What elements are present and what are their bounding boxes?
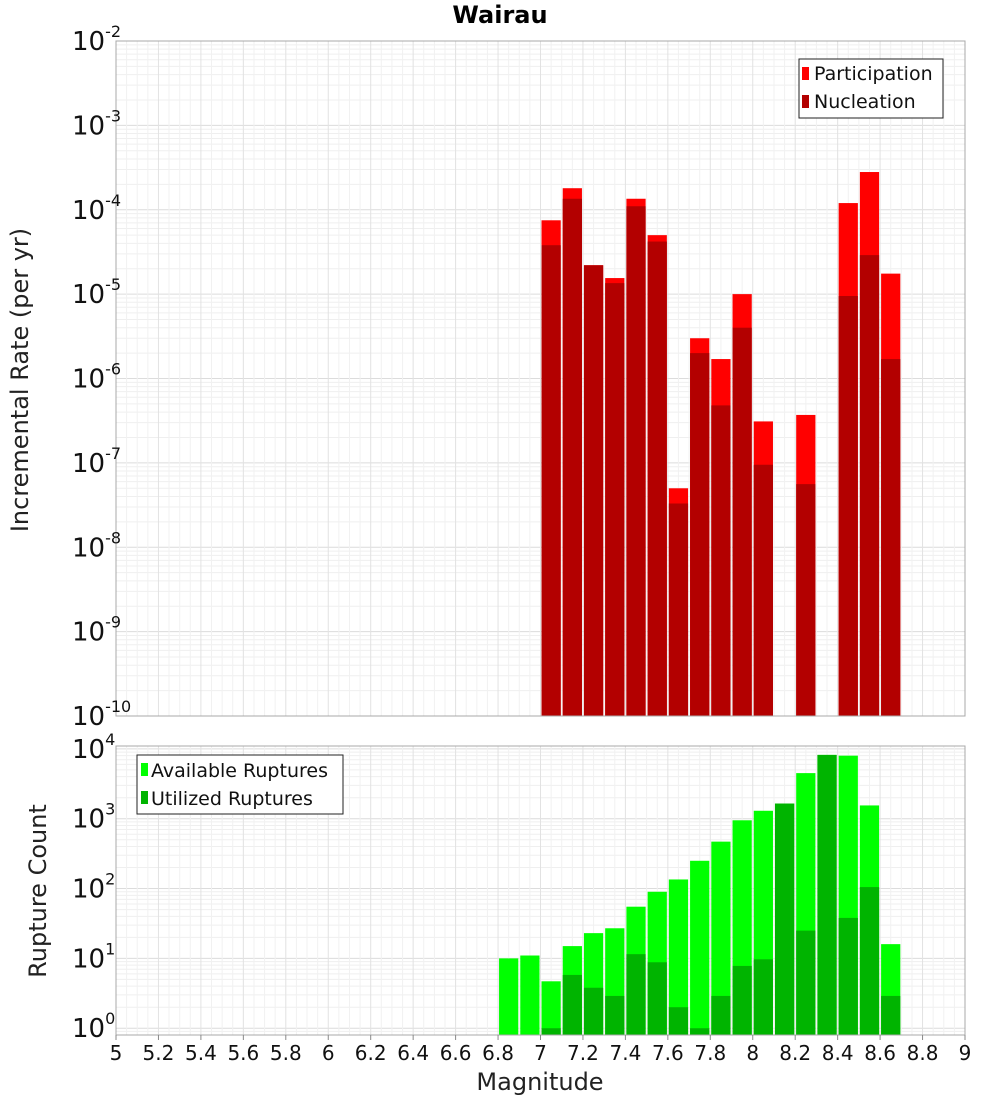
rate-bar-b: [668, 503, 689, 716]
count-legend-box: [136, 754, 344, 815]
count-bar-a: [499, 958, 519, 1035]
count-bar-b: [562, 974, 582, 1035]
count-y-axis-title: Rupture Count: [24, 804, 52, 978]
count-x-ticks: 5 5.2 5.4 5.6 5.8 6 6.2 6.4 6.6 6.8 7 7.2 7.4 7.6 7.8 8…: [110, 1035, 972, 1065]
count-bar-b: [859, 887, 880, 1035]
rate-bar-b: [626, 206, 646, 716]
x-tick-label: 7.4: [609, 1041, 641, 1065]
x-tick-label: 5.2: [143, 1041, 175, 1065]
count-y-ticks: 100 101 102 103 104: [72, 730, 115, 1044]
count-bar-a: [668, 879, 689, 1035]
x-tick-label: 6.2: [355, 1041, 387, 1065]
count-bar-b: [796, 930, 816, 1035]
legend-label-participation: Participation: [814, 63, 933, 85]
rate-y-tick-label: 10-7: [72, 444, 121, 479]
rate-plot-border: [115, 40, 966, 717]
count-bar-a: [690, 860, 710, 1035]
rate-y-tick-label: 10-9: [72, 613, 121, 648]
legend-swatch-participation: [802, 67, 809, 80]
x-tick-label: 7.6: [652, 1041, 684, 1065]
rate-bar-b: [711, 405, 731, 716]
x-tick-label: 5: [110, 1041, 123, 1065]
count-bar-b: [668, 1007, 689, 1035]
rate-bar-b: [796, 484, 816, 716]
legend-label-utilized: Utilized Ruptures: [151, 788, 313, 810]
rate-y-axis-title: Incremental Rate (per yr): [6, 228, 34, 532]
rate-bars: [541, 172, 901, 717]
count-bar-b: [583, 987, 604, 1035]
x-tick-label: 6: [322, 1041, 335, 1065]
count-bar-b: [817, 754, 837, 1035]
x-tick-label: 7.2: [567, 1041, 599, 1065]
count-bar-b: [605, 995, 625, 1035]
rate-bar-b: [690, 353, 710, 716]
x-tick-label: 8: [746, 1041, 759, 1065]
rate-y-tick-label: 10-6: [72, 360, 121, 395]
x-tick-label: 5.4: [185, 1041, 217, 1065]
rate-y-tick-label: 10-8: [72, 528, 121, 563]
count-bar-b: [541, 1028, 561, 1035]
rate-panel: 10-10 10-9 10-8 10-7 10-6 10-5 10-4 10-3 10-2 In…: [6, 22, 966, 732]
rate-bar-b: [753, 464, 773, 716]
x-tick-label: 7: [534, 1041, 547, 1065]
rate-bar-b: [647, 241, 667, 717]
x-tick-label: 9: [959, 1041, 972, 1065]
rate-bar-b: [583, 265, 604, 716]
count-y-tick-label: 100: [72, 1009, 115, 1044]
rate-y-ticks: 10-10 10-9 10-8 10-7 10-6 10-5 10-4 10-3 10-2: [72, 22, 131, 732]
count-y-tick-label: 104: [72, 730, 115, 765]
rate-grid: [115, 40, 966, 717]
legend-label-nucleation: Nucleation: [814, 91, 916, 113]
x-tick-label: 5.6: [227, 1041, 259, 1065]
rate-y-tick-label: 10-5: [72, 275, 121, 310]
rate-y-tick-label: 10-2: [72, 22, 121, 57]
count-bar-b: [732, 965, 752, 1035]
chart-title: Wairau: [452, 1, 547, 29]
legend-label-available: Available Ruptures: [151, 760, 328, 782]
rate-legend-box: [798, 58, 944, 119]
rate-y-tick-label: 10-4: [72, 191, 121, 226]
count-y-tick-label: 101: [72, 939, 115, 974]
count-y-tick-label: 102: [72, 870, 115, 905]
x-axis-title: Magnitude: [476, 1068, 603, 1096]
count-legend: Available Ruptures Utilized Ruptures: [136, 754, 344, 815]
x-tick-label: 8.6: [864, 1041, 896, 1065]
rate-bar-b: [541, 245, 561, 717]
count-bar-b: [647, 962, 667, 1035]
x-tick-label: 8.4: [822, 1041, 854, 1065]
x-tick-label: 5.8: [270, 1041, 302, 1065]
x-tick-label: 8.2: [779, 1041, 811, 1065]
rate-bar-b: [881, 359, 901, 716]
x-tick-label: 6.8: [482, 1041, 514, 1065]
rate-y-tick-label: 10-10: [72, 697, 131, 732]
count-bar-a: [541, 981, 561, 1035]
count-panel: 100 101 102 103 104 5 5.2 5.4 5.6 5.8 6 6.2 6.4 6.6 6…: [24, 730, 971, 1096]
count-bar-b: [711, 995, 731, 1035]
x-tick-label: 7.8: [694, 1041, 726, 1065]
count-y-tick-label: 103: [72, 800, 115, 835]
count-bar-b: [881, 995, 901, 1035]
x-tick-label: 8.8: [907, 1041, 939, 1065]
count-bar-b: [838, 917, 858, 1035]
rate-bar-b: [732, 327, 752, 716]
rate-bar-b: [838, 296, 858, 716]
rate-bar-b: [562, 198, 582, 717]
count-bar-a: [711, 841, 731, 1035]
count-bar-b: [626, 954, 646, 1035]
rate-bar-b: [605, 283, 625, 716]
count-bar-b: [753, 959, 773, 1035]
legend-swatch-utilized: [141, 791, 148, 804]
count-bar-a: [520, 955, 540, 1035]
count-bar-b: [774, 803, 795, 1035]
legend-swatch-available: [141, 763, 148, 776]
count-bar-b: [690, 1028, 710, 1035]
rate-y-tick-label: 10-3: [72, 106, 121, 141]
x-tick-label: 6.4: [397, 1041, 429, 1065]
legend-swatch-nucleation: [802, 95, 809, 108]
rate-legend: Participation Nucleation: [798, 58, 944, 119]
count-bars: [499, 754, 901, 1035]
x-tick-label: 6.6: [440, 1041, 472, 1065]
rate-bar-b: [859, 255, 880, 716]
